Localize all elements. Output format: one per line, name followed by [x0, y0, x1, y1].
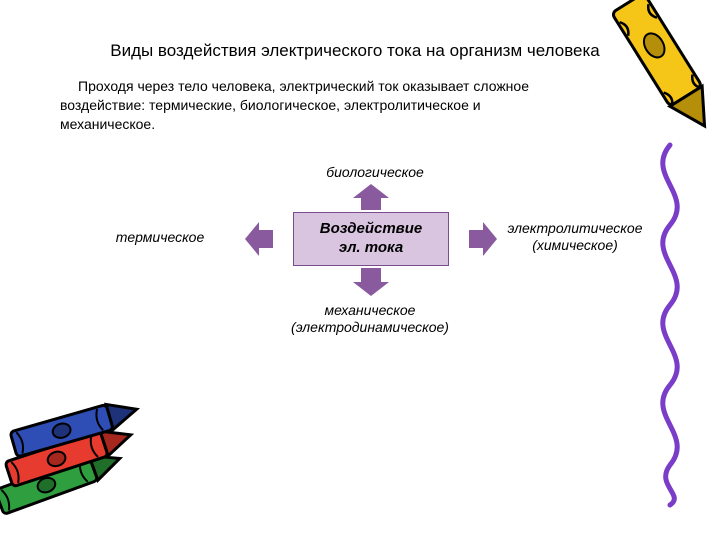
arrow-down-head: [353, 282, 389, 296]
node-top: биологическое: [300, 164, 450, 182]
node-bottom-line2: (электродинамическое): [291, 319, 449, 335]
node-right-line2: (химическое): [532, 237, 618, 253]
arrow-left-body: [259, 230, 273, 248]
center-line1: Воздействие: [320, 220, 422, 239]
squiggle-right-icon: [640, 140, 700, 510]
arrow-up-head: [353, 184, 389, 198]
arrow-up-body: [361, 196, 381, 210]
node-left: термическое: [95, 229, 225, 247]
arrow-right-body: [469, 230, 483, 248]
node-bottom: механическое (электродинамическое): [265, 302, 475, 337]
node-bottom-line1: механическое: [325, 302, 416, 318]
arrow-left-head: [245, 222, 259, 256]
node-right-line1: электролитическое: [508, 220, 643, 236]
crayons-bottom-left-icon: [0, 400, 175, 550]
diagram-container: биологическое Воздействие эл. тока терми…: [75, 164, 635, 374]
intro-paragraph: Проходя через тело человека, электрическ…: [60, 77, 650, 134]
page-title: Виды воздействия электрического тока на …: [60, 40, 650, 63]
center-box: Воздействие эл. тока: [293, 212, 449, 266]
arrow-down-body: [361, 268, 381, 282]
node-right: электролитическое (химическое): [495, 220, 655, 255]
arrow-right-head: [483, 222, 497, 256]
center-line2: эл. тока: [339, 239, 403, 258]
